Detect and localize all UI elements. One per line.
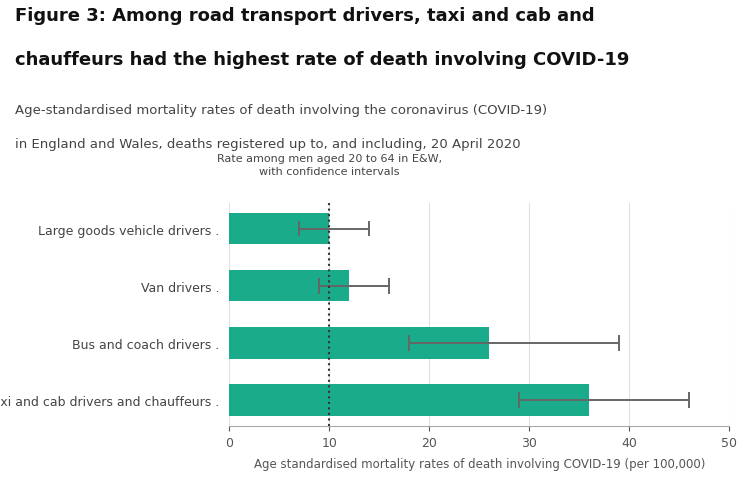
Text: Age-standardised mortality rates of death involving the coronavirus (COVID-19): Age-standardised mortality rates of deat… — [15, 104, 547, 117]
Bar — [229, 384, 590, 416]
Bar — [229, 271, 350, 302]
Text: Rate among men aged 20 to 64 in E&W,
with confidence intervals: Rate among men aged 20 to 64 in E&W, wit… — [217, 153, 442, 177]
Text: in England and Wales, deaths registered up to, and including, 20 April 2020: in England and Wales, deaths registered … — [15, 138, 520, 151]
Bar — [229, 328, 490, 359]
X-axis label: Age standardised mortality rates of death involving COVID-19 (per 100,000): Age standardised mortality rates of deat… — [253, 457, 705, 470]
Bar — [229, 213, 329, 245]
Text: Figure 3: Among road transport drivers, taxi and cab and: Figure 3: Among road transport drivers, … — [15, 7, 595, 25]
Text: chauffeurs had the highest rate of death involving COVID-19: chauffeurs had the highest rate of death… — [15, 51, 629, 69]
